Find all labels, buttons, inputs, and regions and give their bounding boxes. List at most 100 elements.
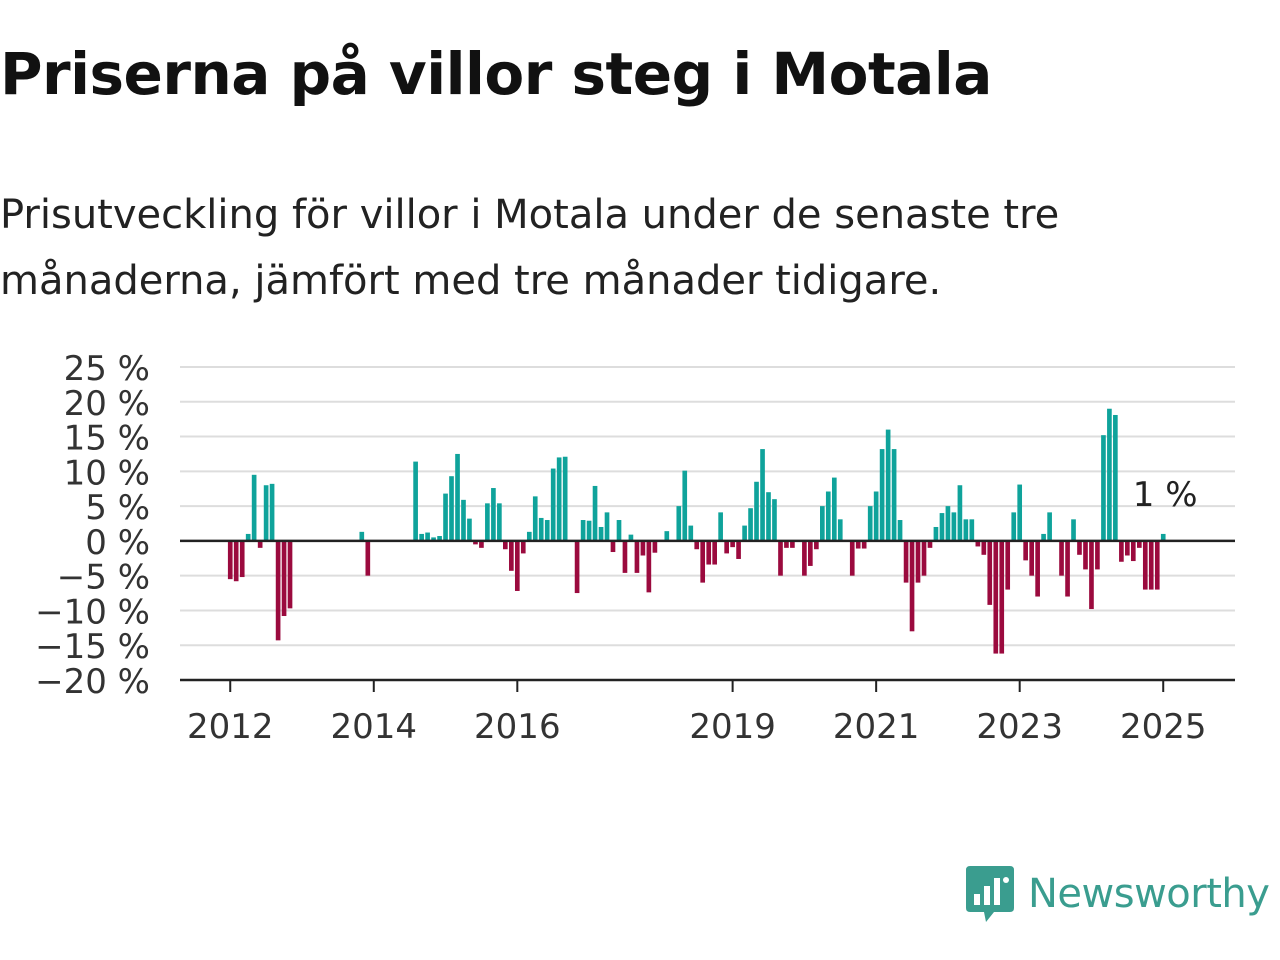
bar bbox=[706, 540, 712, 565]
bar bbox=[287, 540, 293, 609]
bar bbox=[485, 503, 490, 541]
bar bbox=[580, 520, 586, 541]
bar bbox=[748, 508, 753, 541]
bar bbox=[1065, 540, 1070, 597]
bar bbox=[802, 540, 807, 576]
bar bbox=[742, 525, 747, 541]
bars bbox=[227, 408, 1166, 654]
bar bbox=[688, 525, 694, 541]
bar bbox=[1029, 540, 1035, 576]
bar bbox=[251, 474, 257, 541]
bar bbox=[820, 506, 825, 541]
bar bbox=[1023, 540, 1028, 561]
bar bbox=[837, 519, 843, 541]
bar bbox=[413, 461, 418, 541]
bar bbox=[479, 540, 484, 548]
bar bbox=[461, 499, 466, 541]
bar bbox=[754, 481, 759, 541]
bar bbox=[778, 540, 783, 576]
bar bbox=[359, 531, 365, 541]
bar bbox=[419, 533, 424, 541]
bar bbox=[1113, 414, 1118, 541]
bar bbox=[981, 540, 987, 555]
bar bbox=[1130, 540, 1136, 562]
bar bbox=[455, 453, 460, 541]
bar bbox=[598, 526, 604, 541]
bar bbox=[640, 540, 646, 556]
bar bbox=[855, 540, 861, 549]
bar bbox=[831, 477, 837, 541]
bar bbox=[897, 520, 903, 541]
bar bbox=[736, 540, 741, 559]
bar bbox=[814, 540, 819, 550]
bar bbox=[443, 493, 448, 541]
bar bbox=[700, 540, 706, 583]
bar bbox=[538, 517, 544, 541]
bar bbox=[1095, 540, 1100, 570]
x-tick-label: 2016 bbox=[474, 707, 561, 740]
bar bbox=[1083, 540, 1088, 570]
bar bbox=[1125, 540, 1130, 556]
bar bbox=[825, 491, 831, 541]
bar bbox=[491, 488, 496, 541]
bar bbox=[808, 540, 813, 566]
bar bbox=[467, 518, 472, 541]
bar bbox=[694, 540, 700, 550]
bar bbox=[730, 540, 735, 548]
bar bbox=[969, 519, 975, 541]
bar bbox=[664, 531, 670, 541]
x-tick-label: 2012 bbox=[187, 707, 274, 740]
bar bbox=[784, 540, 789, 548]
bar bbox=[772, 499, 777, 541]
bar bbox=[239, 540, 245, 578]
bar bbox=[610, 540, 616, 553]
bar bbox=[437, 536, 442, 541]
bar bbox=[622, 540, 628, 573]
bar bbox=[873, 491, 879, 541]
bar bbox=[712, 540, 717, 565]
bar bbox=[556, 457, 562, 541]
bar bbox=[275, 540, 281, 641]
bar bbox=[879, 449, 885, 541]
bar bbox=[993, 540, 999, 654]
bar bbox=[592, 485, 598, 541]
bar bbox=[957, 485, 963, 541]
bar bbox=[766, 492, 771, 541]
x-tick-label: 2021 bbox=[833, 707, 920, 740]
bar bbox=[915, 540, 921, 583]
bar bbox=[861, 540, 867, 549]
bar bbox=[999, 540, 1005, 654]
bar bbox=[526, 531, 532, 541]
grid-lines bbox=[180, 366, 1235, 647]
bar bbox=[1077, 540, 1082, 555]
newsworthy-logo-icon bbox=[966, 866, 1014, 922]
bar bbox=[263, 485, 269, 541]
x-tick-label: 2019 bbox=[689, 707, 776, 740]
bar bbox=[963, 519, 969, 541]
bar bbox=[1011, 512, 1017, 541]
bar bbox=[550, 468, 556, 541]
y-tick-label: −10 % bbox=[35, 592, 150, 632]
bar bbox=[921, 540, 927, 576]
bar bbox=[1142, 540, 1148, 590]
bar bbox=[269, 483, 275, 541]
bar bbox=[227, 540, 233, 580]
bar bbox=[586, 520, 592, 541]
bar bbox=[514, 540, 520, 591]
bar bbox=[987, 540, 993, 605]
bar bbox=[1101, 435, 1106, 541]
bar bbox=[790, 540, 795, 548]
bar bbox=[945, 506, 951, 541]
y-tick-label: 0 % bbox=[85, 523, 150, 563]
y-tick-label: 5 % bbox=[85, 488, 150, 528]
bar bbox=[646, 540, 652, 593]
y-tick-label: −20 % bbox=[35, 662, 150, 702]
bar bbox=[682, 470, 688, 541]
bar bbox=[425, 532, 430, 541]
bar bbox=[281, 540, 287, 617]
bar bbox=[939, 513, 945, 541]
bar bbox=[867, 506, 873, 541]
bar bbox=[1154, 540, 1160, 590]
bar bbox=[891, 449, 897, 541]
bar bbox=[1119, 540, 1124, 562]
